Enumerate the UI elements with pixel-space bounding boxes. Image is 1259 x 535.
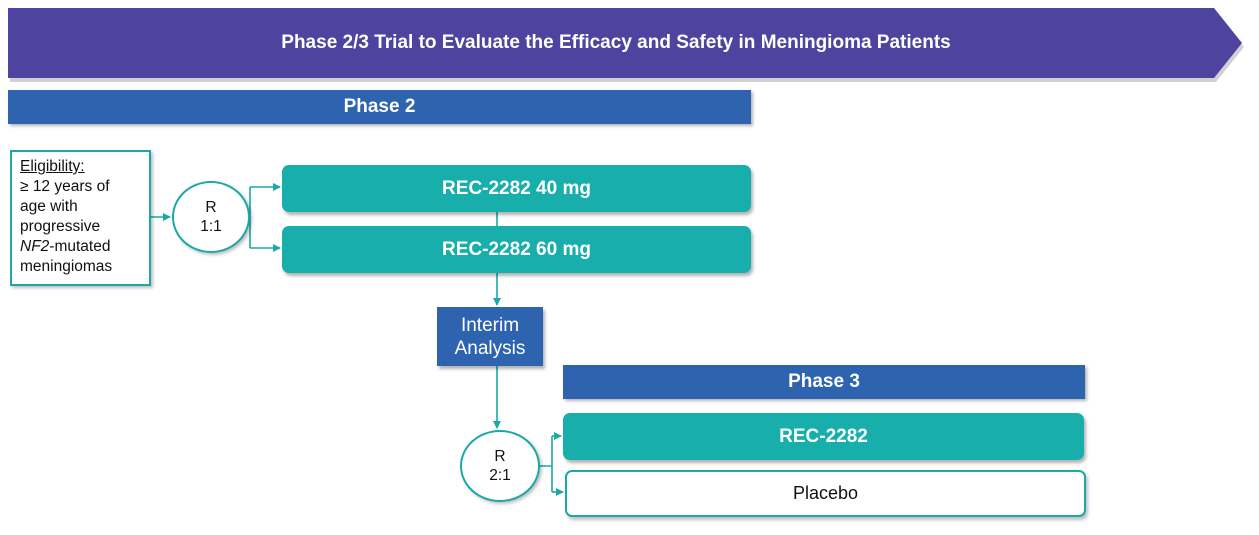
eligibility-line-1: ≥ 12 years of xyxy=(20,178,110,195)
randomization-ratio: 2:1 xyxy=(489,467,511,484)
phase-2-header: Phase 2 xyxy=(8,90,751,124)
eligibility-line-2: age with xyxy=(20,198,78,215)
arm-rec2282: REC-2282 xyxy=(563,413,1084,460)
eligibility-line-5: meningiomas xyxy=(20,258,113,275)
eligibility-line-4: NF2-mutated xyxy=(20,237,141,257)
eligibility-line-3: progressive xyxy=(20,218,101,235)
interim-analysis-box: Interim Analysis xyxy=(437,307,543,366)
interim-line-1: Interim xyxy=(460,314,520,336)
randomization-ratio: 1:1 xyxy=(200,218,222,235)
randomization-circle-2: R 2:1 xyxy=(460,430,540,502)
eligibility-box: Eligibility: ≥ 12 years of age with prog… xyxy=(10,150,151,286)
interim-line-2: Analysis xyxy=(454,337,526,359)
arm-placebo: Placebo xyxy=(565,470,1086,517)
randomization-letter: R xyxy=(205,199,217,216)
arm-rec2282-40mg: REC-2282 40 mg xyxy=(282,165,751,212)
eligibility-heading: Eligibility: xyxy=(20,158,85,175)
title-banner-arrow xyxy=(8,8,1242,78)
banner-title: Phase 2/3 Trial to Evaluate the Efficacy… xyxy=(281,32,951,53)
arm-rec2282-60mg: REC-2282 60 mg xyxy=(282,226,751,273)
bracket-rand2 xyxy=(540,436,553,492)
gene-name: NF2 xyxy=(20,238,50,255)
randomization-letter: R xyxy=(494,448,506,465)
phase-3-header: Phase 3 xyxy=(563,365,1085,399)
randomization-circle-1: R 1:1 xyxy=(172,181,250,253)
gene-suffix: -mutated xyxy=(49,238,111,255)
